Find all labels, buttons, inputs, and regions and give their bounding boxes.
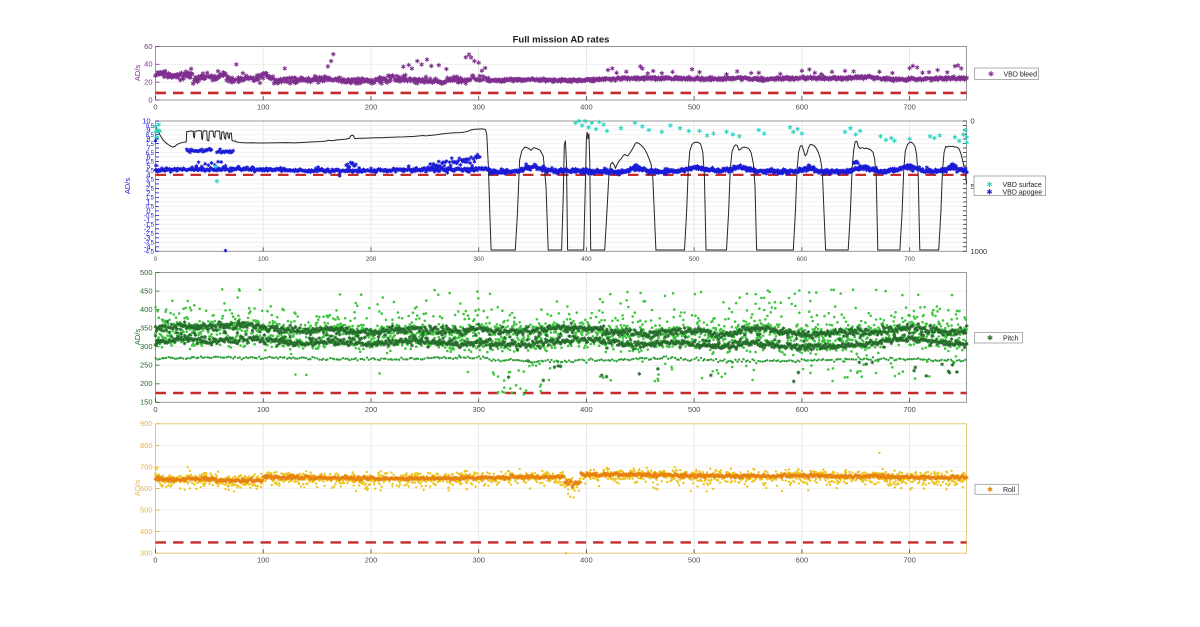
svg-text:4.5: 4.5 <box>146 169 155 175</box>
svg-text:600: 600 <box>797 256 808 263</box>
svg-text:9: 9 <box>146 126 150 135</box>
svg-text:5: 5 <box>146 162 150 171</box>
svg-text:6.5: 6.5 <box>146 151 155 157</box>
svg-text:Pitch: Pitch <box>1003 335 1019 342</box>
svg-text:700: 700 <box>903 556 916 565</box>
svg-text:-0.5: -0.5 <box>144 214 155 220</box>
svg-text:VBD surface: VBD surface <box>1003 182 1042 189</box>
svg-text:AD/s: AD/s <box>123 178 132 195</box>
svg-text:200: 200 <box>365 556 378 565</box>
svg-text:200: 200 <box>366 256 377 263</box>
svg-text:-4.5: -4.5 <box>144 250 155 256</box>
svg-text:500: 500 <box>689 256 700 263</box>
svg-text:100: 100 <box>257 103 270 112</box>
svg-text:200: 200 <box>365 405 378 414</box>
svg-text:2: 2 <box>146 189 150 198</box>
svg-text:7: 7 <box>146 144 150 153</box>
svg-text:1.5: 1.5 <box>146 196 155 202</box>
svg-text:9.5: 9.5 <box>146 124 155 130</box>
svg-text:0: 0 <box>153 556 157 565</box>
svg-text:600: 600 <box>796 556 809 565</box>
svg-text:300: 300 <box>472 405 485 414</box>
svg-text:200: 200 <box>140 379 153 388</box>
svg-text:300: 300 <box>140 549 153 558</box>
svg-text:100: 100 <box>257 405 270 414</box>
svg-text:10: 10 <box>142 117 150 126</box>
svg-text:VBD bleed: VBD bleed <box>1004 71 1038 78</box>
svg-text:500: 500 <box>688 405 701 414</box>
svg-text:0: 0 <box>153 103 157 112</box>
svg-text:400: 400 <box>581 256 592 263</box>
svg-text:AD/s: AD/s <box>133 329 142 346</box>
svg-text:400: 400 <box>140 305 153 314</box>
svg-text:400: 400 <box>580 103 593 112</box>
svg-text:0: 0 <box>148 95 152 104</box>
svg-text:-3: -3 <box>144 233 151 242</box>
svg-text:700: 700 <box>903 405 916 414</box>
svg-text:-1.5: -1.5 <box>144 223 155 229</box>
svg-text:20: 20 <box>144 78 152 87</box>
svg-text:100: 100 <box>258 256 269 263</box>
svg-text:VBD apogee: VBD apogee <box>1003 189 1043 196</box>
svg-text:0: 0 <box>154 256 158 263</box>
svg-text:500: 500 <box>140 268 153 277</box>
svg-text:AD/s: AD/s <box>133 65 142 82</box>
svg-text:600: 600 <box>796 103 809 112</box>
svg-text:Roll: Roll <box>1003 487 1016 494</box>
svg-text:-4: -4 <box>144 242 151 251</box>
svg-text:500: 500 <box>140 506 153 515</box>
svg-text:450: 450 <box>140 287 153 296</box>
svg-text:300: 300 <box>140 342 153 351</box>
svg-text:8.5: 8.5 <box>146 133 155 139</box>
svg-text:250: 250 <box>140 361 153 370</box>
svg-text:7.5: 7.5 <box>146 142 155 148</box>
svg-text:60: 60 <box>144 42 152 51</box>
svg-text:100: 100 <box>257 556 270 565</box>
svg-text:300: 300 <box>472 103 485 112</box>
svg-text:1: 1 <box>146 198 150 207</box>
svg-text:0: 0 <box>971 117 975 126</box>
svg-text:400: 400 <box>140 527 153 536</box>
svg-text:350: 350 <box>140 324 153 333</box>
svg-text:2.5: 2.5 <box>146 187 155 193</box>
svg-text:900: 900 <box>140 419 153 428</box>
svg-text:AD/s: AD/s <box>133 480 142 497</box>
svg-text:4: 4 <box>146 171 150 180</box>
svg-text:300: 300 <box>473 256 484 263</box>
svg-text:300: 300 <box>472 556 485 565</box>
svg-text:500: 500 <box>688 556 701 565</box>
svg-text:5.5: 5.5 <box>146 160 155 166</box>
svg-text:-3.5: -3.5 <box>144 241 155 247</box>
svg-text:700: 700 <box>903 103 916 112</box>
svg-text:-2: -2 <box>144 224 151 233</box>
svg-text:700: 700 <box>904 256 915 263</box>
svg-text:400: 400 <box>580 405 593 414</box>
svg-text:40: 40 <box>144 60 152 69</box>
svg-text:0: 0 <box>146 207 150 216</box>
svg-text:0.5: 0.5 <box>146 205 155 211</box>
svg-text:200: 200 <box>365 103 378 112</box>
svg-text:500: 500 <box>688 103 701 112</box>
svg-text:800: 800 <box>140 441 153 450</box>
svg-text:6: 6 <box>146 153 150 162</box>
svg-text:Full mission AD rates: Full mission AD rates <box>513 35 610 46</box>
svg-text:-2.5: -2.5 <box>144 232 155 238</box>
svg-text:-1: -1 <box>144 215 151 224</box>
svg-text:400: 400 <box>580 556 593 565</box>
svg-text:3.5: 3.5 <box>146 178 155 184</box>
svg-text:150: 150 <box>140 398 153 407</box>
svg-text:8: 8 <box>146 135 150 144</box>
svg-text:1000: 1000 <box>971 247 988 256</box>
svg-text:700: 700 <box>140 462 153 471</box>
svg-text:600: 600 <box>796 405 809 414</box>
svg-text:3: 3 <box>146 180 150 189</box>
svg-text:0: 0 <box>153 405 157 414</box>
